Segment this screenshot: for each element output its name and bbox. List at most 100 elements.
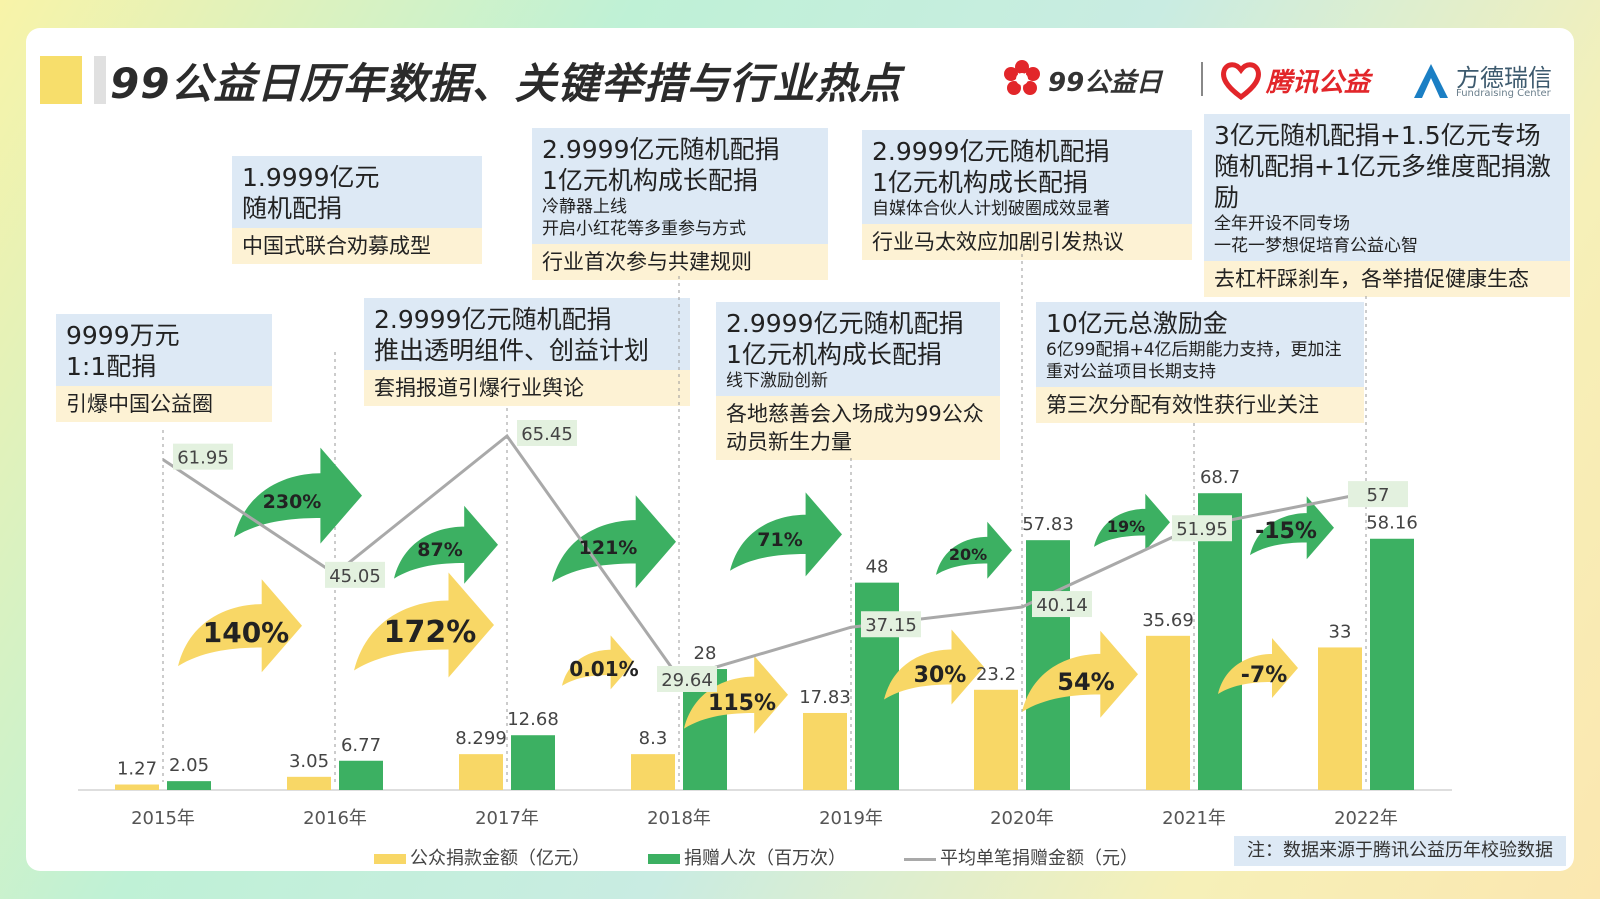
logo-divider: [1201, 62, 1203, 96]
growth-label-donor-count: 19%: [1107, 517, 1145, 536]
legend-label: 公众捐款金额（亿元）: [410, 848, 590, 869]
data-label-donation-amount: 33: [1329, 621, 1352, 642]
annotation-detail: 冷静器上线: [542, 197, 627, 217]
logo-tencent-text: 腾讯公益: [1266, 68, 1371, 98]
annotation-highlight: 引爆中国公益圈: [56, 386, 272, 422]
bar-donation-amount: [974, 689, 1018, 790]
growth-arrow-donor-count: [552, 495, 676, 589]
legend-label: 捐赠人次（百万次）: [684, 848, 846, 869]
bar-donor-count: [1198, 493, 1242, 790]
growth-label-donor-count: 20%: [949, 545, 987, 564]
data-label-bg: [325, 561, 385, 588]
fangde-logo-icon: [1414, 64, 1448, 98]
annotation-detail: 自媒体合伙人计划破圈成效显著: [872, 199, 1110, 219]
annotation-detail: 全年开设不同专场: [1214, 214, 1350, 234]
growth-label-donation-amount: 30%: [914, 663, 967, 688]
data-label-donor-count: 68.7: [1200, 467, 1240, 488]
bar-donation-amount: [803, 712, 847, 790]
tencent-heart-logo-icon: [1221, 62, 1261, 100]
annotation-2017: 2.9999亿元随机配捐 推出透明组件、创益计划 套捐报道引爆行业舆论: [364, 298, 690, 406]
data-label-average-donation: 29.64: [661, 670, 713, 691]
x-tick-label: 2015年: [131, 808, 195, 829]
data-label-donor-count: 28: [694, 643, 717, 664]
annotation-highlight: 第三次分配有效性获行业关注: [1036, 387, 1364, 423]
data-label-bg: [517, 420, 577, 446]
growth-label-donation-amount: -7%: [1241, 663, 1287, 688]
data-label-donor-count: 2.05: [169, 755, 209, 776]
growth-label-donation-amount: 140%: [203, 616, 290, 649]
legend-swatch-yellow: [374, 854, 406, 864]
bar-donor-count: [1370, 538, 1414, 790]
annotation-2021: 10亿元总激励金 6亿99配捐+4亿后期能力支持，更加注重对公益项目长期支持 第…: [1036, 302, 1364, 423]
x-tick-label: 2018年: [647, 808, 711, 829]
data-label-average-donation: 45.05: [329, 566, 381, 587]
data-label-average-donation: 37.15: [865, 615, 917, 636]
bar-donation-amount: [1318, 647, 1362, 790]
legend-item-donation-amount: 公众捐款金额（亿元）: [374, 844, 590, 870]
annotation-line: 推出透明组件、创益计划: [374, 336, 650, 365]
annotation-detail: 开启小红花等多重参与方式: [542, 219, 746, 239]
line-average-donation: [162, 433, 1367, 680]
x-tick-label: 2016年: [303, 808, 367, 829]
annotation-line: 9999万元: [66, 321, 180, 350]
annotation-highlight: 行业首次参与共建规则: [532, 244, 828, 280]
data-label-donation-amount: 35.69: [1142, 610, 1194, 631]
growth-arrow-donation-amount: [684, 655, 788, 734]
growth-arrow-donation-amount: [1218, 638, 1298, 698]
x-tick-label: 2019年: [819, 808, 883, 829]
growth-label-donation-amount: 0.01%: [569, 657, 638, 681]
annotation-detail: 6亿99配捐+4亿后期能力支持，更加注重对公益项目长期支持: [1046, 340, 1342, 382]
data-label-donor-count: 48: [866, 557, 889, 578]
annotation-highlight: 各地慈善会入场成为99公众动员新生力量: [716, 396, 1000, 460]
growth-label-donor-count: 87%: [417, 539, 462, 561]
data-label-donation-amount: 8.299: [455, 728, 507, 749]
legend-item-donor-count: 捐赠人次（百万次）: [648, 844, 846, 870]
data-label-bg: [657, 666, 717, 692]
legend-swatch-green: [648, 854, 680, 864]
growth-label-donation-amount: 54%: [1057, 668, 1114, 696]
growth-label-donation-amount: 172%: [384, 615, 477, 650]
annotation-line: 随机配捐: [242, 194, 343, 223]
growth-label-donor-count: 121%: [579, 537, 638, 559]
annotation-2019: 2.9999亿元随机配捐 1亿元机构成长配捐 线下激励创新 各地慈善会入场成为9…: [716, 302, 1000, 460]
annotation-highlight: 行业马太效应加剧引发热议: [862, 224, 1192, 260]
growth-arrow-donation-amount: [178, 579, 302, 673]
growth-arrow-donor-count: [1094, 493, 1170, 551]
annotation-2018: 2.9999亿元随机配捐 1亿元机构成长配捐 冷静器上线 开启小红花等多重参与方…: [532, 128, 828, 280]
annotation-highlight: 套捐报道引爆行业舆论: [364, 370, 690, 406]
annotation-detail: 一花一梦想促培育公益心智: [1214, 236, 1418, 256]
data-label-bg: [861, 611, 921, 638]
annotation-2015: 9999万元 1:1配捐 引爆中国公益圈: [56, 314, 272, 422]
annotation-highlight: 去杠杆踩刹车，各举措促健康生态: [1204, 261, 1570, 297]
growth-label-donor-count: -15%: [1255, 519, 1317, 544]
legend-item-average-donation: 平均单笔捐赠金额（元）: [904, 844, 1138, 870]
bar-donation-amount: [1146, 635, 1190, 790]
bar-donor-count: [511, 735, 555, 790]
data-label-donation-amount: 17.83: [799, 687, 851, 708]
data-label-average-donation: 40.14: [1036, 595, 1088, 616]
growth-arrow-donor-count: [234, 447, 362, 544]
page-title: 99公益日历年数据、关键举措与行业热点: [110, 59, 902, 108]
growth-label-donation-amount: 115%: [708, 691, 776, 716]
data-label-donor-count: 58.16: [1366, 513, 1418, 534]
annotation-line: 2.9999亿元随机配捐: [726, 309, 964, 338]
annotation-line: 2.9999亿元随机配捐: [872, 137, 1110, 166]
growth-arrow-donor-count: [730, 492, 842, 577]
annotation-line: 1:1配捐: [66, 352, 157, 381]
bar-donation-amount: [459, 754, 503, 790]
annotation-2022: 3亿元随机配捐+1.5亿元专场随机配捐+1亿元多维度配捐激励 全年开设不同专场 …: [1204, 114, 1570, 297]
data-source-note: 注：数据来源于腾讯公益历年校验数据: [1234, 836, 1566, 866]
annotation-detail: 线下激励创新: [726, 371, 828, 391]
annotation-line: 1亿元机构成长配捐: [542, 166, 758, 195]
bar-donation-amount: [631, 754, 675, 790]
data-label-donation-amount: 23.2: [976, 664, 1016, 685]
growth-arrow-donation-amount: [562, 635, 634, 690]
bar-donation-amount: [287, 776, 331, 790]
data-label-bg: [1348, 481, 1408, 508]
annotation-line: 2.9999亿元随机配捐: [542, 135, 780, 164]
data-label-donation-amount: 8.3: [639, 728, 668, 749]
header-accent-block: [40, 56, 82, 104]
bar-donor-count: [167, 781, 211, 790]
growth-arrow-donation-amount: [354, 572, 494, 678]
